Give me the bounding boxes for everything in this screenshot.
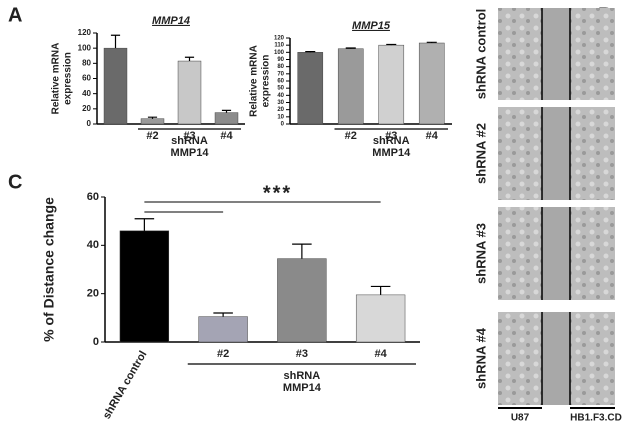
y-tick-label: 50 xyxy=(277,86,284,92)
error-bar xyxy=(147,116,158,119)
bar xyxy=(177,60,202,125)
x-tick-label: #4 xyxy=(375,348,388,360)
y-tick-label: 0 xyxy=(87,119,92,128)
wound-gap xyxy=(542,107,570,200)
x-tick-label: #3 xyxy=(385,130,397,142)
y-tick-label: 20 xyxy=(82,104,91,113)
y-tick-label: 80 xyxy=(82,58,91,67)
group-label: MMP14 xyxy=(372,147,411,159)
significance-annotation: *** xyxy=(263,182,292,204)
scale-label: U87 xyxy=(511,413,530,424)
group-label: MMP14 xyxy=(171,147,210,159)
y-tick-label: 120 xyxy=(274,36,285,42)
y-axis-label: expression xyxy=(261,55,272,108)
y-tick-label: 40 xyxy=(87,239,99,251)
group-label: shRNA xyxy=(171,135,208,147)
y-tick-label: 60 xyxy=(87,191,99,203)
y-tick-label: 20 xyxy=(87,288,99,300)
chart-title: MMP14 xyxy=(152,15,190,27)
y-tick-label: 10 xyxy=(277,114,284,120)
x-tick-label: #2 xyxy=(146,130,158,142)
panel-label: C xyxy=(8,171,22,193)
image-label: shRNA #2 xyxy=(473,123,488,184)
x-tick-label: #4 xyxy=(220,130,233,142)
bar xyxy=(355,294,406,343)
error-bar xyxy=(345,47,356,49)
wound-gap xyxy=(542,312,570,405)
error-bar xyxy=(110,34,121,49)
chart-title: MMP15 xyxy=(352,20,391,32)
bar xyxy=(103,47,128,125)
bar xyxy=(119,230,170,343)
bar xyxy=(337,48,364,125)
bar xyxy=(297,52,324,125)
error-bar xyxy=(426,41,437,44)
bar xyxy=(198,316,248,343)
y-tick-label: 0 xyxy=(93,336,99,348)
image-label: shRNA #3 xyxy=(473,223,488,284)
error-bar xyxy=(370,285,391,295)
wound-gap xyxy=(542,207,570,300)
image-label: shRNA #4 xyxy=(473,327,488,389)
y-tick-label: 40 xyxy=(277,93,284,99)
y-axis-label: expression xyxy=(63,52,74,105)
bar xyxy=(214,112,239,125)
error-bar xyxy=(221,109,232,113)
wound-gap xyxy=(542,8,570,100)
y-tick-label: 40 xyxy=(82,89,91,98)
y-tick-label: 90 xyxy=(277,57,284,63)
bar xyxy=(418,42,445,125)
y-tick-label: 70 xyxy=(277,71,284,77)
error-bar xyxy=(184,56,195,62)
y-tick-label: 100 xyxy=(274,50,285,56)
error-bar xyxy=(213,312,233,317)
y-axis-label: Relative mRNA xyxy=(51,43,62,115)
x-tick-label: #3 xyxy=(296,348,308,360)
error-bar xyxy=(134,218,155,231)
x-tick-label: shRNA control xyxy=(101,349,150,421)
x-tick-label: #4 xyxy=(426,130,439,142)
image-label: shRNA control xyxy=(473,9,488,100)
bar xyxy=(277,258,327,343)
y-axis-label: % of Distance change xyxy=(41,197,57,342)
y-tick-label: 60 xyxy=(277,79,284,85)
panel-label: A xyxy=(8,4,22,26)
error-bar xyxy=(386,43,397,46)
bar xyxy=(378,44,405,125)
x-tick-label: #2 xyxy=(345,130,357,142)
group-label: shRNA xyxy=(373,135,410,147)
y-tick-label: 0 xyxy=(281,122,285,128)
x-tick-label: #3 xyxy=(183,130,195,142)
y-tick-label: 120 xyxy=(78,28,92,37)
error-bar xyxy=(292,243,312,259)
bar xyxy=(140,118,165,125)
group-label: shRNA xyxy=(284,370,321,382)
error-bar xyxy=(305,51,316,53)
group-label: MMP14 xyxy=(283,382,322,394)
y-tick-label: 30 xyxy=(277,100,284,106)
x-tick-label: #2 xyxy=(217,348,229,360)
y-tick-label: 80 xyxy=(277,64,284,70)
scale-label: HB1.F3.CD xyxy=(570,413,622,424)
y-tick-label: 110 xyxy=(274,43,284,49)
y-tick-label: 60 xyxy=(82,74,91,83)
y-tick-label: 20 xyxy=(277,107,284,113)
y-axis-label: Relative mRNA xyxy=(249,45,260,117)
y-tick-label: 100 xyxy=(78,43,92,52)
